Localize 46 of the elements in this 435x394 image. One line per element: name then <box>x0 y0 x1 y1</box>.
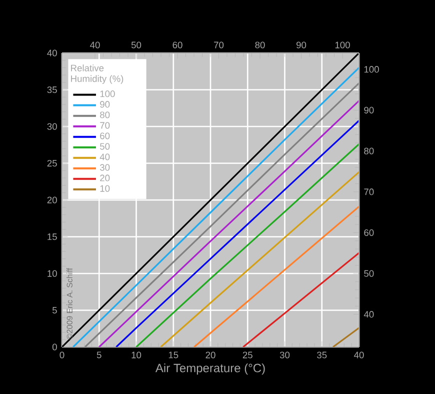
x-tick-label: 40 <box>354 352 364 358</box>
line-series <box>135 143 359 347</box>
annotation: ©2009 Eric A. Schiff <box>66 268 72 340</box>
x2-tick-label: 80 <box>255 42 265 48</box>
y2-tick-label: 70 <box>364 188 374 196</box>
y-tick-label: 20 <box>47 196 57 204</box>
y2-tick-label: 40 <box>364 311 374 318</box>
y2-tick-label: 50 <box>364 270 374 277</box>
legend-label: 40 <box>100 154 110 160</box>
legend-title: Relative Humidity (%) <box>71 64 124 84</box>
y2-tick-label: 90 <box>364 106 374 114</box>
x-tick-label: 0 <box>60 352 64 358</box>
legend-label: 90 <box>100 101 110 108</box>
y-tick-label: 5 <box>52 307 57 314</box>
x-tick-label: 10 <box>132 352 142 358</box>
x2-tick-label: 100 <box>335 42 350 48</box>
x-tick-label: 5 <box>96 352 102 358</box>
y-tick-label: 30 <box>47 123 57 130</box>
legend-label: 10 <box>100 185 110 192</box>
y-tick-label: 15 <box>48 234 57 240</box>
x2-tick-label: 60 <box>172 42 182 48</box>
y2-tick-label: 100 <box>364 66 379 73</box>
legend-label: 20 <box>100 174 110 182</box>
y2-tick-label: 60 <box>364 229 374 236</box>
x2-tick-label: 50 <box>131 42 142 48</box>
legend-label: 80 <box>100 112 110 118</box>
x-tick-label: 15 <box>168 352 178 358</box>
legend-label: 30 <box>100 164 110 171</box>
y-tick-label: 35 <box>47 86 57 94</box>
legend-label: 50 <box>100 143 110 150</box>
x-axis-title: Air Temperature (°C) <box>155 363 265 375</box>
x2-tick-label: 70 <box>214 42 224 48</box>
x-tick-label: 30 <box>280 352 290 358</box>
y-tick-label: 25 <box>47 160 57 167</box>
y2-tick-label: 80 <box>364 148 374 154</box>
legend-label: 70 <box>100 122 110 129</box>
x-tick-label: 25 <box>242 352 252 358</box>
x2-tick-label: 40 <box>90 42 100 48</box>
legend-label: 60 <box>100 132 110 140</box>
x2-tick-label: 90 <box>296 42 306 48</box>
x-tick-label: 20 <box>206 352 216 358</box>
legend-label: 100 <box>100 90 115 98</box>
x-tick-label: 35 <box>317 352 327 358</box>
y-tick-label: 0 <box>52 344 57 350</box>
y-tick-label: 40 <box>47 50 57 56</box>
y-tick-label: 10 <box>48 270 57 277</box>
